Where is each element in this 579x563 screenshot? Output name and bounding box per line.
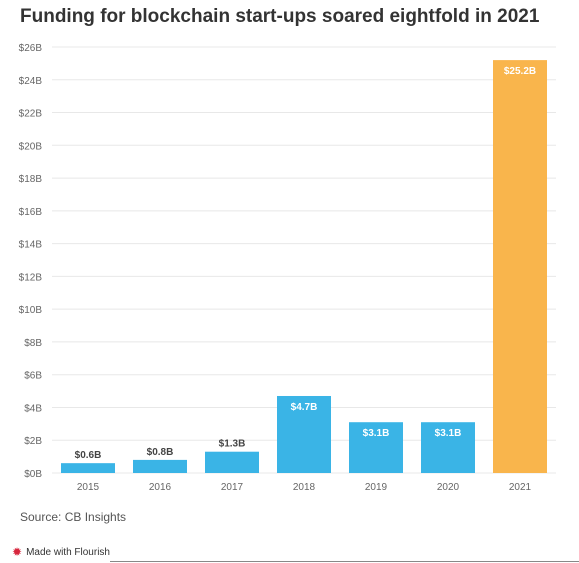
- x-axis-ticks: 2015 2016 2017 2018 2019 2020 2021: [77, 482, 532, 493]
- y-tick-label: $4B: [24, 403, 42, 414]
- source-note: Source: CB Insights: [20, 510, 127, 524]
- bars: [61, 60, 547, 473]
- x-tick-label: 2017: [221, 482, 244, 493]
- y-tick-label: $20B: [19, 141, 43, 152]
- y-tick-label: $0B: [24, 469, 42, 480]
- bar-2021[interactable]: [493, 60, 547, 473]
- bar-2017[interactable]: [205, 451, 259, 473]
- data-label-2018: $4.7B: [291, 402, 318, 413]
- chart-title: Funding for blockchain start-ups soared …: [20, 6, 540, 27]
- bar-chart: $0B $2B $4B $6B $8B $10B $12B $14B $16B $18B $20B $…: [19, 43, 556, 493]
- bar-2016[interactable]: [133, 459, 187, 473]
- x-tick-label: 2019: [365, 482, 388, 493]
- data-label-2021: $25.2B: [504, 66, 536, 77]
- y-axis-ticks: $0B $2B $4B $6B $8B $10B $12B $14B $16B $18B $20B $…: [19, 43, 43, 480]
- footer-divider: [110, 561, 579, 562]
- x-tick-label: 2020: [437, 482, 460, 493]
- data-label-2019: $3.1B: [363, 428, 390, 439]
- data-labels: $0.6B $0.8B $1.3B $4.7B $3.1B $3.1B $25.2B: [75, 66, 536, 461]
- flourish-label: Made with Flourish: [26, 546, 110, 558]
- bar-2020[interactable]: [421, 422, 475, 473]
- y-tick-label: $8B: [24, 338, 42, 349]
- data-label-2017: $1.3B: [219, 439, 246, 450]
- y-tick-label: $2B: [24, 436, 42, 447]
- y-tick-label: $14B: [19, 240, 43, 251]
- data-label-2016: $0.8B: [147, 447, 174, 458]
- flourish-credit[interactable]: ✹ Made with Flourish: [12, 546, 110, 558]
- data-label-2020: $3.1B: [435, 428, 462, 439]
- y-tick-label: $10B: [19, 305, 43, 316]
- gridlines: [52, 46, 556, 474]
- y-tick-label: $6B: [24, 371, 42, 382]
- x-tick-label: 2016: [149, 482, 172, 493]
- bar-2019[interactable]: [349, 422, 403, 473]
- y-tick-label: $24B: [19, 76, 43, 87]
- y-tick-label: $18B: [19, 174, 43, 185]
- data-label-2015: $0.6B: [75, 450, 102, 461]
- x-tick-label: 2021: [509, 482, 532, 493]
- x-tick-label: 2015: [77, 482, 100, 493]
- y-tick-label: $16B: [19, 207, 43, 218]
- x-tick-label: 2018: [293, 482, 316, 493]
- bar-2015[interactable]: [61, 463, 115, 473]
- bar-2018[interactable]: [277, 395, 331, 473]
- y-tick-label: $12B: [19, 272, 43, 283]
- y-tick-label: $22B: [19, 109, 43, 120]
- y-tick-label: $26B: [19, 43, 43, 54]
- flourish-star-icon: ✹: [12, 545, 23, 559]
